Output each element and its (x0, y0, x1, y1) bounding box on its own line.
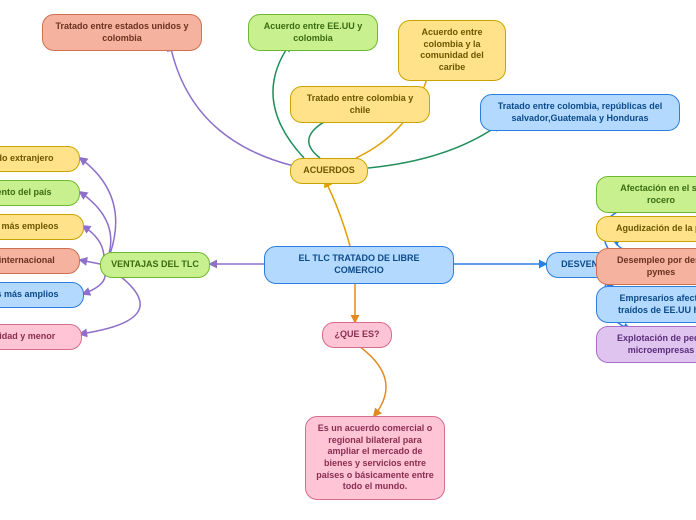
node-d3: Desempleo por desa pymes (596, 248, 696, 285)
node-ac_chile: Tratado entre colombia y chile (290, 86, 430, 123)
edge-9 (368, 124, 500, 168)
edge-10 (80, 158, 116, 254)
node-quees_def: Es un acuerdo comercial o regional bilat… (305, 416, 445, 500)
node-v2: niento del país (0, 180, 80, 206)
node-ac_usa_col1: Tratado entre estados unidos y colombia (42, 14, 202, 51)
node-ac_triangulo: Tratado entre colombia, repúblicas del s… (480, 94, 680, 131)
edge-5 (170, 44, 294, 166)
edge-13 (80, 260, 100, 264)
node-d1: Afectación en el se rocero (596, 176, 696, 213)
edge-11 (80, 192, 111, 257)
node-d2: Agudización de la po (596, 216, 696, 242)
edge-4 (356, 344, 386, 416)
node-ventajas: VENTAJAS DEL TLC (100, 252, 210, 278)
edge-0 (325, 180, 350, 246)
node-ac_caribe: Acuerdo entre colombia y la comunidad de… (398, 20, 506, 81)
node-d5: Explotación de pequ microempresas (596, 326, 696, 363)
node-v4: do internacional (0, 248, 80, 274)
node-d4: Empresarios afecta traídos de EE.UU he (596, 286, 696, 323)
node-ac_usa_col2: Acuerdo entre EE.UU y colombia (248, 14, 378, 51)
node-quees: ¿QUE ES? (322, 322, 392, 348)
node-v1: cado extranjero (0, 146, 80, 172)
node-v5: dos más amplios (0, 282, 84, 308)
node-v6: calidad y menor (0, 324, 82, 350)
node-center: EL TLC TRATADO DE LIBRE COMERCIO (264, 246, 454, 284)
edge-15 (80, 276, 140, 334)
node-v3: era más empleos (0, 214, 84, 240)
edge-12 (83, 226, 104, 260)
node-acuerdos: ACUERDOS (290, 158, 368, 184)
